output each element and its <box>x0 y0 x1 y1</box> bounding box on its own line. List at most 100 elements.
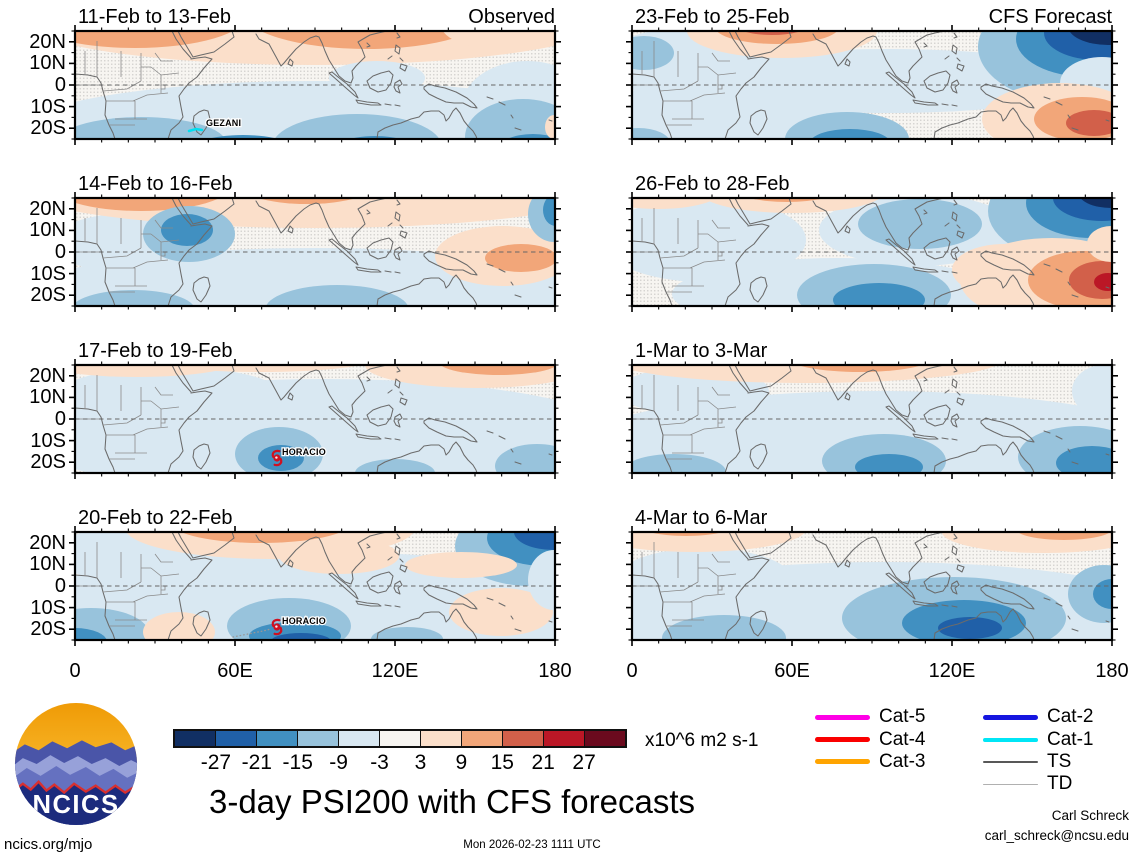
panel-date-range: 23-Feb to 25-Feb <box>635 6 790 28</box>
panel-date-range: 17-Feb to 19-Feb <box>78 340 233 362</box>
map-panel <box>626 25 1118 145</box>
legend-row: Cat-1 <box>983 728 1093 750</box>
panel-date-range: 1-Mar to 3-Mar <box>635 340 768 362</box>
tc-category-label: Cat-2 <box>1047 706 1094 728</box>
lat-label: 20S <box>30 618 66 641</box>
lat-label: 20N <box>29 30 66 53</box>
lat-label: 10S <box>30 95 66 118</box>
panel-title: 11-Feb to 13-Feb Observed <box>78 5 555 29</box>
logo-red-ridgeline <box>14 779 138 795</box>
colorbar-tick-label: -15 <box>282 751 313 774</box>
colorbar-cell <box>544 731 585 746</box>
map-panel: HORACIO <box>69 359 561 479</box>
legend-line-swatch <box>815 737 870 743</box>
lon-label: 120E <box>371 660 419 682</box>
legend-row: Cat-5 <box>815 706 925 728</box>
tc-category-label: Cat-4 <box>879 728 926 750</box>
lon-label: 0 <box>69 660 81 682</box>
lat-label: 0 <box>54 241 66 263</box>
map-panel: HORACIO <box>69 526 561 646</box>
colorbar-cell <box>503 731 544 746</box>
lat-label: 10S <box>30 262 66 285</box>
panel-title: 23-Feb to 25-Feb CFS Forecast <box>635 5 1112 29</box>
lon-label: 180 <box>538 660 572 682</box>
panel-date-range: 14-Feb to 16-Feb <box>78 173 233 195</box>
colorbar-tick-label: 21 <box>531 751 555 774</box>
panel-title: 14-Feb to 16-Feb <box>78 172 555 196</box>
panel-title: 17-Feb to 19-Feb <box>78 339 555 363</box>
figure-title: 3-day PSI200 with CFS forecasts <box>208 783 696 820</box>
lat-label: 0 <box>54 74 66 96</box>
panel-date-range: 4-Mar to 6-Mar <box>635 507 768 529</box>
tc-category-label: Cat-5 <box>879 706 926 728</box>
legend-row: Cat-4 <box>815 728 925 750</box>
colorbar-tick-label: -3 <box>370 751 389 774</box>
panel-title: 1-Mar to 3-Mar <box>635 339 1112 363</box>
panel-date-range: 20-Feb to 22-Feb <box>78 507 233 529</box>
logo-ridge-navy <box>14 781 138 826</box>
author-email: carl_schreck@ncsu.edu <box>984 828 1129 843</box>
panel-title: 4-Mar to 6-Mar <box>635 506 1112 530</box>
lat-label: 0 <box>54 575 66 597</box>
colorbar-cell <box>216 731 257 746</box>
map-panel <box>626 359 1118 479</box>
tc-category-label: TS <box>1047 750 1072 772</box>
map-panel: GEZANI <box>69 25 561 145</box>
colorbar-tick-label: -27 <box>200 751 232 774</box>
legend-row: TD <box>983 773 1093 795</box>
legend-row: TS <box>983 751 1093 773</box>
storm-label: GEZANI <box>206 118 241 128</box>
logo-text: NCICS <box>33 791 120 819</box>
map-panel <box>626 192 1118 312</box>
lat-label: 20N <box>29 197 66 220</box>
colorbar-tick-label: 15 <box>490 751 514 774</box>
tc-legend-column-1: Cat-5 Cat-4 Cat-3 <box>815 706 925 773</box>
colorbar-cell <box>585 731 625 746</box>
colorbar-cell <box>421 731 462 746</box>
legend-line-swatch <box>983 714 1038 720</box>
legend-line-swatch <box>815 759 870 765</box>
colorbar-units-label: x10^6 m2 s-1 <box>645 730 759 751</box>
lat-label: 20S <box>30 451 66 474</box>
colorbar-tick-label: 27 <box>572 751 596 774</box>
legend-line-swatch <box>983 737 1038 742</box>
lat-label: 10N <box>29 386 66 409</box>
tc-category-label: Cat-1 <box>1047 728 1094 750</box>
colorbar-tick-label: 9 <box>455 751 468 774</box>
legend-row: Cat-2 <box>983 706 1093 728</box>
tc-legend-column-2: Cat-2 Cat-1 TS TD <box>983 706 1093 796</box>
legend-line-swatch <box>983 783 1038 785</box>
lon-label: 60E <box>217 660 253 682</box>
colorbar-cell <box>175 731 216 746</box>
panel-date-range: 11-Feb to 13-Feb <box>78 6 232 28</box>
panel-title: 20-Feb to 22-Feb <box>78 506 555 530</box>
lat-label: 10S <box>30 596 66 619</box>
colorbar-cell <box>380 731 421 746</box>
storm-label: HORACIO <box>282 447 326 457</box>
colorbar-tick-label: -21 <box>241 751 272 774</box>
legend-line-swatch <box>815 714 870 720</box>
lon-label: 120E <box>928 660 976 682</box>
panel-title: 26-Feb to 28-Feb <box>635 172 1112 196</box>
lat-label: 20S <box>30 117 66 140</box>
colorbar-tick-label: -9 <box>329 751 348 774</box>
lat-label: 10N <box>29 219 66 242</box>
lat-label: 10S <box>30 429 66 452</box>
ncics-logo: NCICS <box>14 702 138 826</box>
legend-row: Cat-3 <box>815 751 925 773</box>
issue-timestamp: Mon 2026-02-23 1111 UTC <box>463 839 601 851</box>
legend-line-swatch <box>983 760 1038 763</box>
colorbar-cell <box>298 731 339 746</box>
tc-category-label: Cat-3 <box>879 750 926 772</box>
map-panel <box>626 526 1118 646</box>
colorbar-cell <box>339 731 380 746</box>
lon-label: 180 <box>1095 660 1129 682</box>
map-panel <box>69 192 561 312</box>
lat-label: 20N <box>29 364 66 387</box>
lon-label: 60E <box>774 660 810 682</box>
panel-corner-label: Observed <box>468 6 555 28</box>
lat-label: 10N <box>29 52 66 75</box>
lon-label: 0 <box>626 660 638 682</box>
lat-label: 0 <box>54 408 66 430</box>
